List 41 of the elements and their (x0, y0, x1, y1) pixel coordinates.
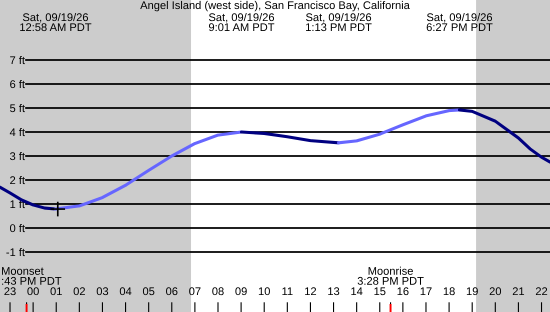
x-tick-label: 20 (490, 287, 502, 296)
x-tick-label: 18 (444, 287, 455, 296)
annotation: Sat, 09/19/26 1:13 PM PDT (306, 13, 372, 32)
x-tick-label: 08 (212, 287, 224, 296)
y-tick-label: 2 ft (10, 176, 25, 184)
x-tick-label: 07 (189, 287, 201, 296)
x-tick-label: 03 (96, 287, 108, 296)
y-tick-label: 3 ft (10, 152, 25, 160)
x-tick-label: 05 (142, 287, 154, 296)
x-tick-label: 10 (258, 287, 270, 296)
x-tick-label: 16 (398, 287, 409, 296)
y-tick-label: 6 ft (10, 80, 25, 88)
x-tick-label: 17 (420, 287, 432, 296)
x-tick-label: 14 (351, 287, 363, 296)
x-tick-label: 22 (536, 287, 548, 296)
x-tick-label: 13 (328, 287, 340, 296)
x-tick-label: 09 (235, 287, 247, 296)
x-tick-label: 01 (50, 287, 62, 296)
annotation: Sat, 09/19/26 9:01 AM PDT (208, 13, 274, 32)
line-series (54, 130, 244, 211)
y-tick-label: 7 ft (10, 56, 25, 64)
x-tick-label: 12 (305, 287, 316, 296)
x-tick-label: 15 (374, 287, 386, 296)
line-series (0, 186, 57, 211)
y-tick-label: 0 ft (10, 224, 25, 232)
annotation: Sat, 09/19/26 12:58 AM PDT (20, 13, 92, 32)
annotation: Sat, 09/19/26 6:27 PM PDT (426, 13, 493, 32)
x-tick-label: 19 (466, 287, 478, 296)
annotation: Moonset :43 PM PDT (2, 267, 62, 285)
x-tick-label: 23 (4, 287, 16, 296)
y-tick-label: 5 ft (10, 104, 25, 112)
x-tick-label: 02 (74, 287, 85, 296)
annotation: Moonrise 3:28 PM PDT (358, 266, 424, 285)
chart-title: Angel Island (west side), San Francisco Bay, California (140, 0, 410, 12)
x-tick-label: 04 (120, 287, 132, 296)
y-tick-label: -1 ft (6, 248, 25, 256)
x-tick-label: 06 (166, 287, 178, 296)
x-tick-label: 21 (512, 287, 524, 296)
x-tick-label: 00 (27, 287, 39, 296)
y-tick-label: 4 ft (10, 128, 25, 136)
x-tick-label: 11 (282, 287, 293, 296)
